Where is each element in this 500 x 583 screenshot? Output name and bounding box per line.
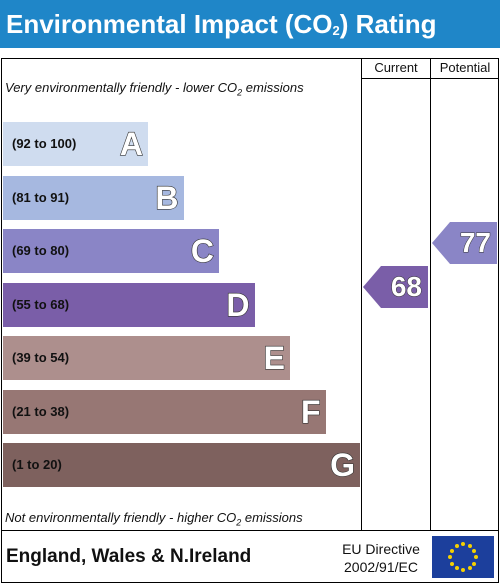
eu-star-icon (472, 548, 477, 553)
band-e: (39 to 54) E (3, 336, 290, 380)
current-column-header: Current (374, 60, 418, 75)
band-g: (1 to 20) G (3, 443, 360, 487)
eu-star-icon (461, 542, 465, 546)
eu-star-icon (461, 568, 465, 572)
band-b: (81 to 91) B (3, 175, 184, 220)
potential-rating-arrow-shape (432, 221, 497, 264)
potential-rating-arrow-value: 77 (459, 226, 491, 258)
eu-star-icon (454, 566, 459, 571)
band-a: (92 to 100) A (3, 122, 148, 166)
band-f: (21 to 38) F (3, 389, 326, 434)
potential-rating-arrow-pointer (432, 221, 497, 264)
band-range-label: (1 to 20) (12, 457, 62, 472)
band-letter: F (300, 393, 321, 430)
band-range-label: (69 to 80) (12, 243, 70, 258)
current-column-divider (361, 58, 362, 530)
band-range-label: (55 to 68) (12, 296, 70, 312)
band-c: (69 to 80) C (3, 229, 219, 273)
band-range-label: (39 to 54) (12, 350, 70, 365)
band-letter: D (226, 286, 250, 323)
eu-directive-line2: 2002/91/EC (344, 559, 418, 575)
band-range-label: (92 to 100) (12, 136, 77, 151)
eu-star-icon (454, 543, 459, 548)
country-label: England, Wales & N.Ireland (6, 546, 252, 567)
band-letter: E (263, 339, 286, 376)
band-letter: A (119, 125, 143, 162)
eu-directive-line1: EU Directive (342, 541, 420, 557)
potential-column-divider (430, 58, 431, 530)
band-letter: G (330, 446, 356, 483)
band-range-label: (81 to 91) (12, 189, 70, 205)
eu-flag-icon (432, 536, 494, 578)
current-rating-arrow-value: 68 (390, 270, 422, 302)
band-letter: B (155, 179, 179, 216)
band-letter: C (190, 232, 214, 269)
eu-directive: EU Directive 2002/91/EC (336, 540, 426, 576)
chart-title: Environmental Impact (CO2) Rating (0, 0, 500, 48)
potential-column-header: Potential (439, 60, 491, 75)
top-note: Very environmentally friendly - lower CO… (5, 80, 304, 98)
footer-divider (1, 530, 499, 531)
bottom-note: Not environmentally friendly - higher CO… (5, 510, 303, 528)
eu-star-icon (448, 555, 452, 559)
current-rating-arrow-pointer (363, 265, 428, 308)
eu-star-icon (472, 561, 477, 566)
eu-star-icon (449, 548, 454, 553)
current-rating-arrow-shape (363, 265, 428, 308)
potential-rating-arrow: 77 (432, 221, 497, 264)
eu-star-icon (467, 543, 472, 548)
eu-star-icon (449, 561, 454, 566)
eu-star-icon (474, 555, 478, 559)
band-d: (55 to 68) D (3, 282, 255, 327)
current-rating-arrow: 68 (363, 265, 428, 308)
band-range-label: (21 to 38) (12, 403, 70, 419)
eu-star-icon (467, 566, 472, 571)
